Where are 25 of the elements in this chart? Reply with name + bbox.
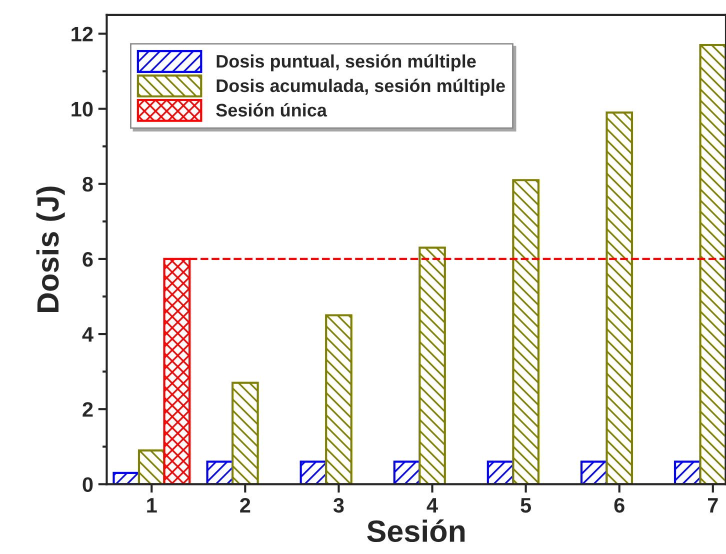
y-tick-label: 6 <box>82 252 93 267</box>
x-tick-label: 1 <box>147 498 157 512</box>
bar <box>231 382 259 484</box>
x-axis-title: Sesión <box>367 519 465 542</box>
legend-label: Dosis acumulada, sesión múltiple <box>216 78 505 96</box>
x-tick-label: 2 <box>240 498 250 512</box>
bar <box>699 44 726 484</box>
x-tick-label: 3 <box>333 498 344 513</box>
y-tick-label: 4 <box>82 327 94 342</box>
legend-label: Dosis puntual, sesión múltiple <box>216 54 476 72</box>
y-tick-label: 10 <box>72 102 93 117</box>
y-tick-label: 0 <box>82 477 93 492</box>
bar <box>606 112 634 484</box>
x-tick-label: 6 <box>614 498 624 513</box>
y-tick-label: 2 <box>82 402 93 417</box>
bar <box>512 179 540 484</box>
x-tick-label: 4 <box>426 498 438 512</box>
y-tick-label: 12 <box>72 26 93 42</box>
legend-label: Sesión única <box>216 103 328 117</box>
y-axis-title: Dosis (J) <box>36 186 65 312</box>
x-tick-label: 7 <box>708 498 718 512</box>
y-tick-label: 8 <box>82 176 93 192</box>
bar <box>325 314 352 484</box>
x-tick-label: 5 <box>520 498 532 513</box>
bar <box>418 246 446 484</box>
